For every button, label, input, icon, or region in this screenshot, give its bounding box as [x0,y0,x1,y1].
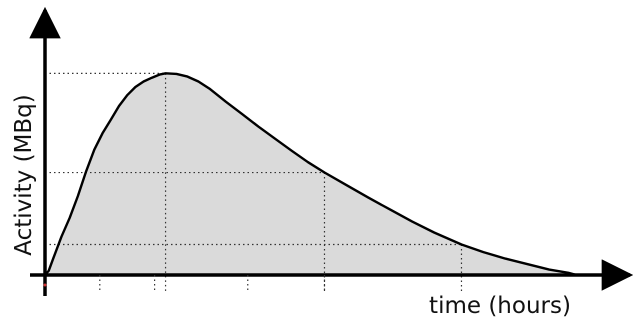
reference-guides [45,72,463,293]
origin-mark [43,283,47,287]
x-axis-ticks [99,275,326,293]
x-axis-label: time (hours) [429,293,571,319]
activity-curve-line [44,72,577,277]
y-axis-label: Activity (MBq) [11,94,37,256]
activity-area-fill [45,73,577,275]
